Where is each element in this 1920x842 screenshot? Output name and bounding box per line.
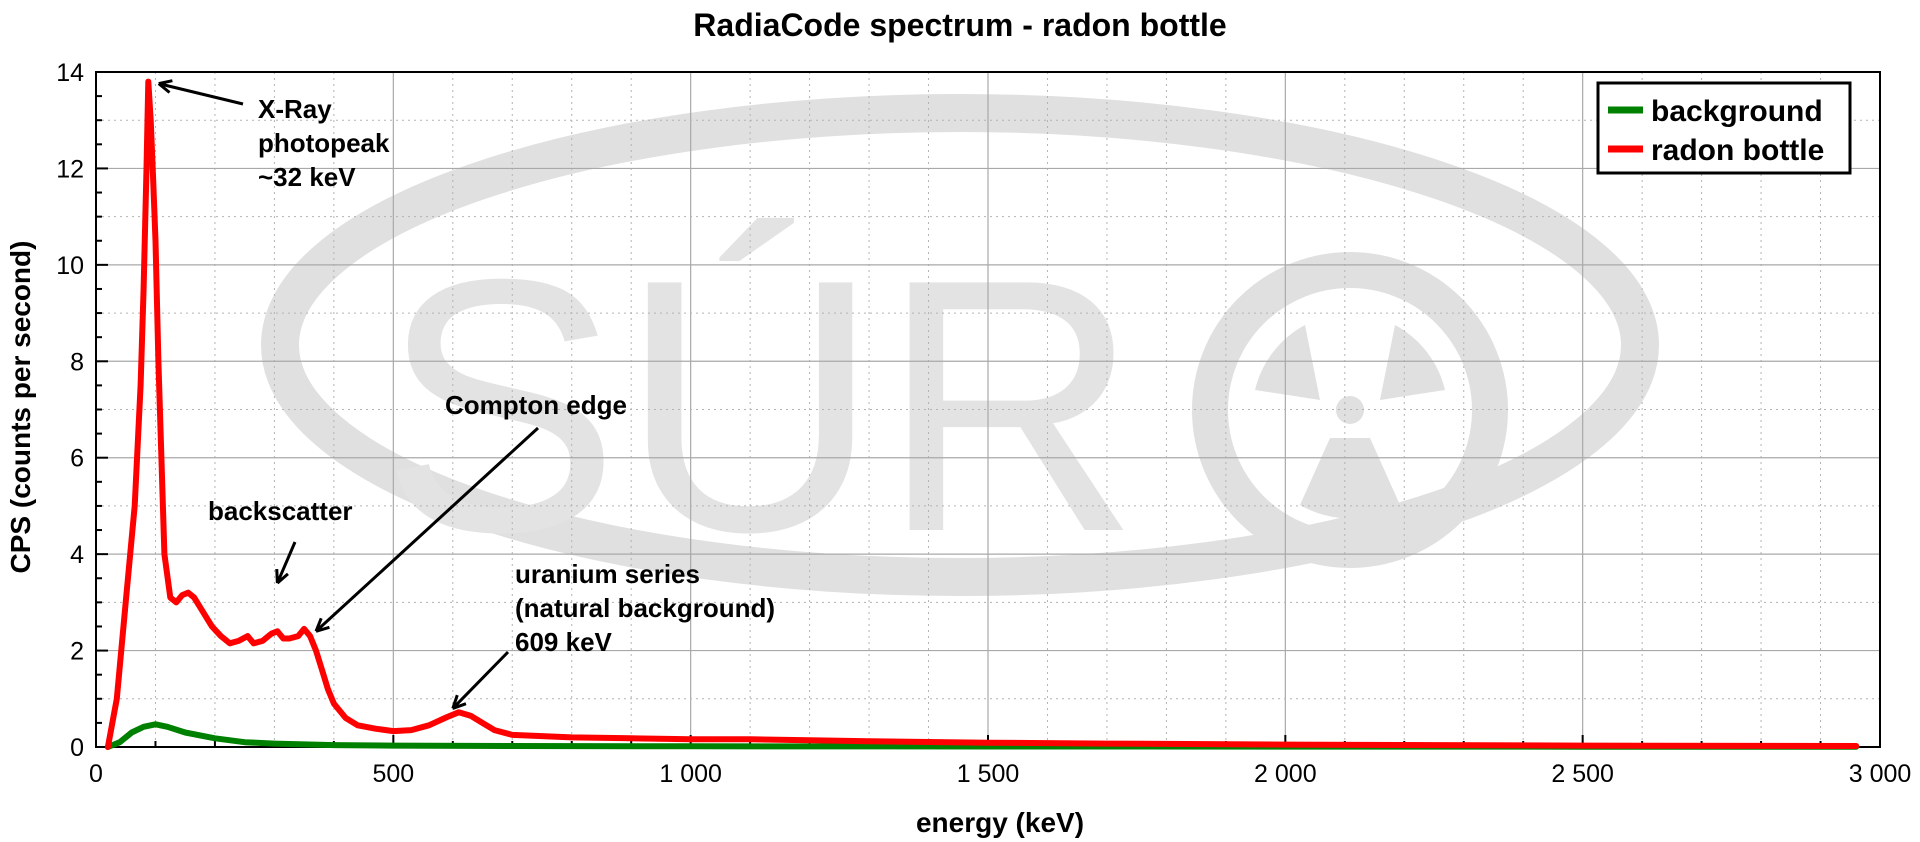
legend-label: background [1651, 95, 1823, 128]
annotation-text: uranium series [515, 559, 700, 589]
annotations: X-Ray photopeak ~32 keV backscatter Compton … [157, 79, 775, 710]
series-line-background [104, 721, 1860, 750]
x-tick-label: 3 000 [1849, 760, 1912, 788]
annotation-arrow [157, 79, 244, 106]
series-line-radon-bottle [104, 78, 1860, 750]
annotation-arrow [451, 650, 510, 710]
y-axis-label: CPS (counts per second) [5, 241, 36, 574]
annotation: Compton edge [314, 390, 627, 633]
annotation: backscatter [208, 496, 353, 585]
x-tick-labels: 0 500 1 000 1 500 2 000 2 500 3 000 [89, 760, 1911, 788]
x-tick-label: 1 000 [659, 760, 722, 788]
x-axis-label: energy (keV) [916, 807, 1084, 838]
annotation-text: 609 keV [515, 627, 613, 657]
watermark-logo: SÚR [261, 94, 1659, 607]
annotation: X-Ray photopeak ~32 keV [157, 79, 390, 192]
y-tick-labels: 0 2 4 6 8 10 12 14 [56, 59, 84, 762]
y-tick-label: 6 [70, 445, 84, 473]
annotation-arrow [275, 541, 297, 585]
y-tick-label: 0 [70, 734, 84, 762]
y-tick-label: 12 [56, 155, 84, 183]
annotation-text: ~32 keV [258, 162, 356, 192]
series-layer [104, 78, 1860, 750]
annotation-arrow [314, 426, 540, 633]
legend: background radon bottle [1596, 81, 1852, 175]
x-tick-label: 2 000 [1254, 760, 1317, 788]
annotation-text: (natural background) [515, 593, 775, 623]
annotation: uranium series (natural background) 609 ke… [451, 559, 775, 710]
annotation-text: backscatter [208, 496, 353, 526]
y-tick-label: 4 [70, 541, 84, 569]
y-tick-label: 2 [70, 638, 84, 666]
annotation-text: photopeak [258, 128, 390, 158]
legend-box [1596, 81, 1852, 175]
y-tick-label: 8 [70, 348, 84, 376]
chart-title: RadiaCode spectrum - radon bottle [693, 7, 1226, 43]
annotation-text: X-Ray [258, 94, 332, 124]
y-tick-label: 14 [56, 59, 84, 87]
x-tick-label: 0 [89, 760, 103, 788]
watermark-text: SÚR [380, 205, 1140, 607]
legend-label: radon bottle [1651, 134, 1824, 167]
x-tick-label: 1 500 [957, 760, 1020, 788]
y-tick-label: 10 [56, 252, 84, 280]
x-tick-label: 500 [372, 760, 414, 788]
x-tick-label: 2 500 [1551, 760, 1614, 788]
annotation-text: Compton edge [445, 390, 627, 420]
